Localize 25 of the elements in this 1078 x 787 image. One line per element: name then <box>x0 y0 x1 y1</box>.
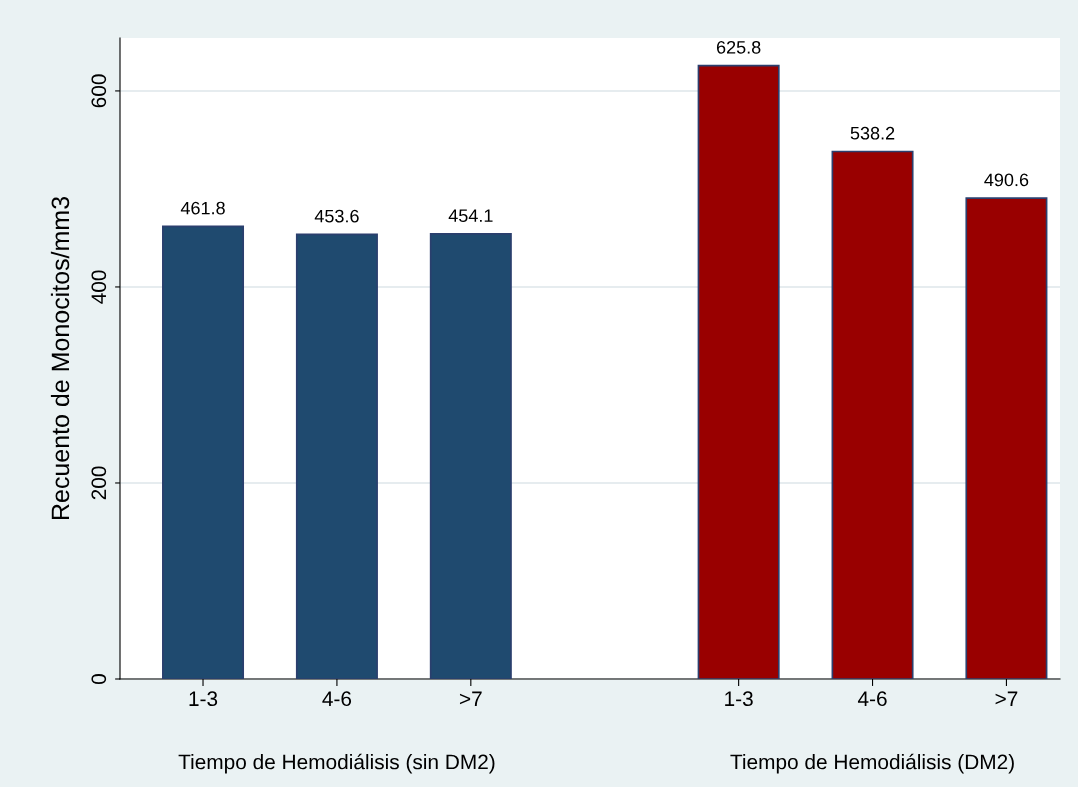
y-axis-title: Recuento de Monocitos/mm3 <box>50 197 70 520</box>
y-tick-label: 0 <box>91 674 107 684</box>
text: Tiempo de Hemodiálisis (sin DM2) <box>178 753 495 774</box>
x-tick-label: 1-3 <box>725 691 753 707</box>
x-tick-label: 1-3 <box>189 691 218 707</box>
bar <box>697 64 780 679</box>
y-tick-label: 200 <box>91 466 107 500</box>
data-label: 454.1 <box>448 209 493 223</box>
y-tick-label: 600 <box>91 74 107 108</box>
data-label: 490.6 <box>984 173 1029 187</box>
bar <box>162 225 245 679</box>
x-tick-label: >7 <box>995 691 1018 706</box>
text: Tiempo de Hemodiálisis (DM2) <box>730 753 1014 774</box>
bar <box>429 233 512 679</box>
x-tick-label: 4-6 <box>857 691 887 707</box>
bar <box>831 150 914 679</box>
data-label: 625.8 <box>716 40 761 54</box>
bar <box>295 233 378 679</box>
data-label: 461.8 <box>180 201 225 215</box>
x-tick-label: >7 <box>459 691 482 706</box>
data-label: 453.6 <box>314 209 359 223</box>
data-label: 538.2 <box>850 126 895 140</box>
x-tick-label: 4-6 <box>322 691 352 707</box>
bar <box>965 197 1048 679</box>
y-tick-label: 400 <box>91 270 107 304</box>
